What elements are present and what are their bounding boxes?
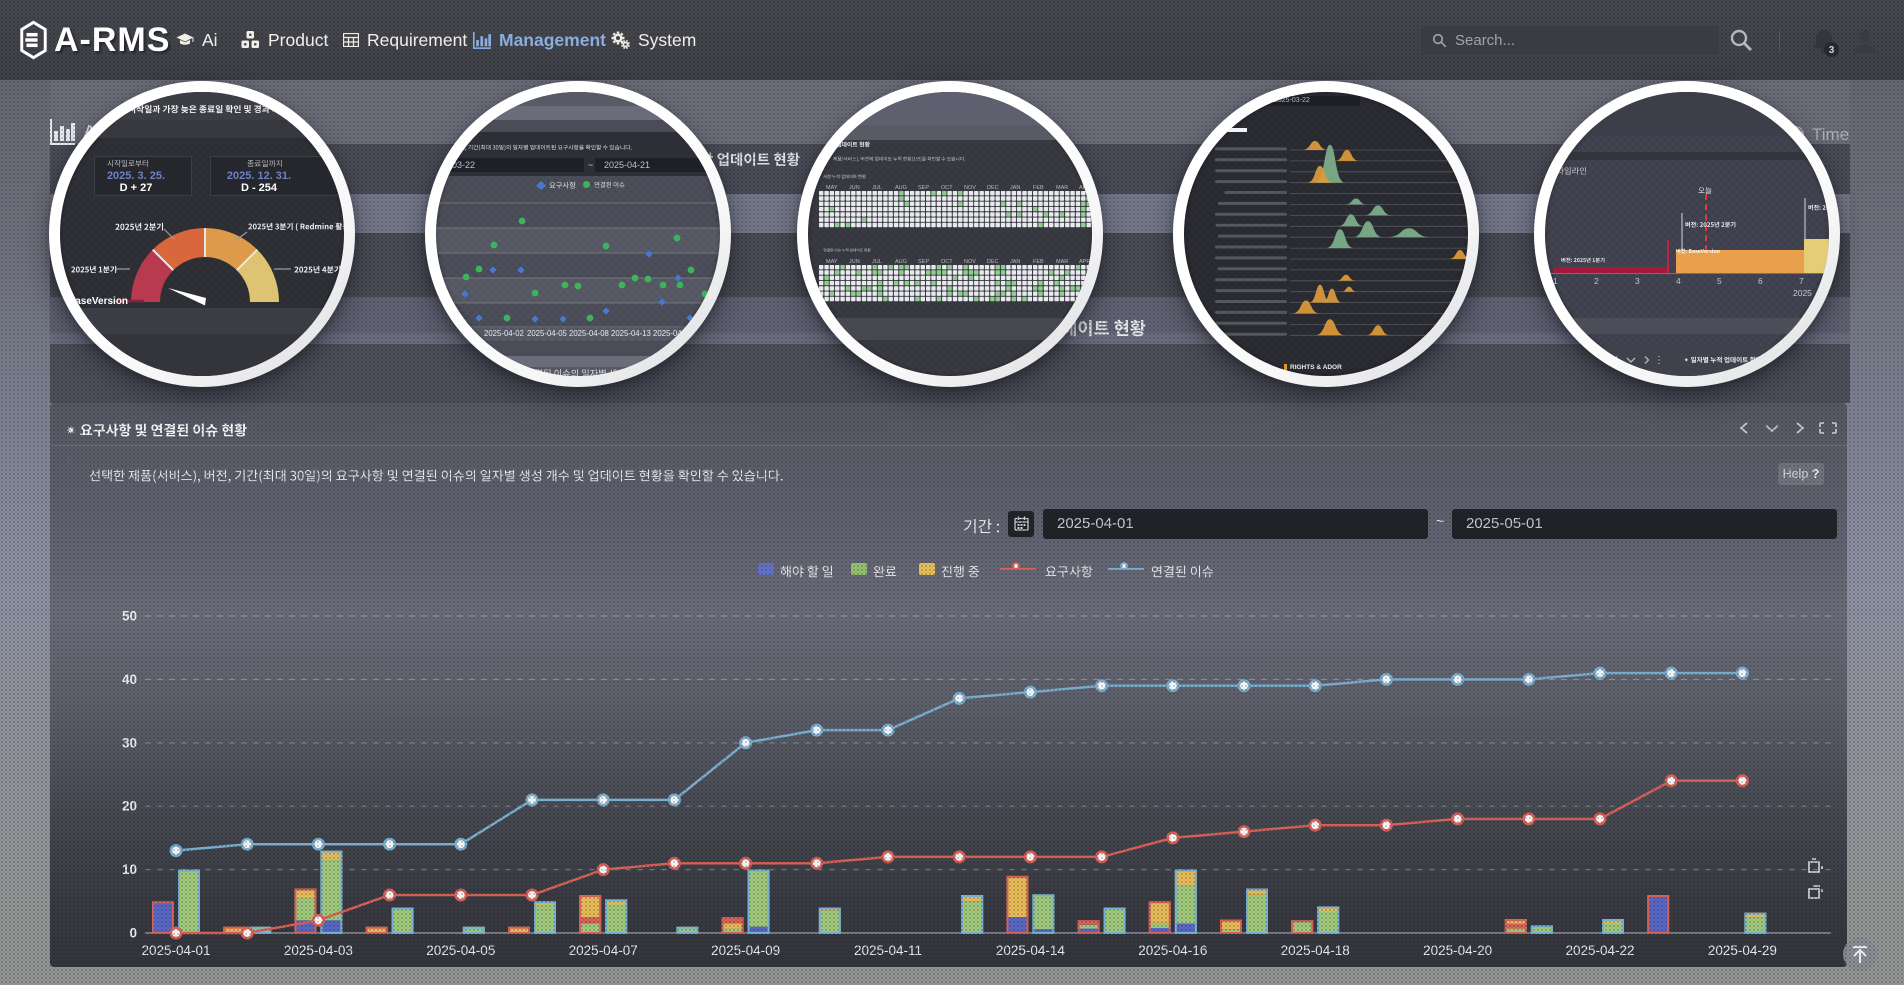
svg-text:MAY: MAY bbox=[826, 185, 838, 191]
svg-text:MAR: MAR bbox=[1056, 185, 1068, 191]
svg-text:JUN: JUN bbox=[849, 259, 860, 265]
svg-text:FEB: FEB bbox=[1033, 185, 1044, 191]
svg-text:OCT: OCT bbox=[941, 185, 953, 191]
svg-text:2025-04-07: 2025-04-07 bbox=[569, 943, 638, 958]
svg-text:2025-04-18: 2025-04-18 bbox=[1281, 943, 1350, 958]
svg-text:JUN: JUN bbox=[849, 185, 860, 191]
svg-text:2025-04-03: 2025-04-03 bbox=[284, 943, 353, 958]
svg-text:50: 50 bbox=[122, 609, 137, 624]
svg-text:JAN: JAN bbox=[1010, 259, 1020, 265]
svg-text:40: 40 bbox=[122, 672, 137, 687]
svg-text:APR: APR bbox=[1079, 259, 1090, 265]
svg-text:2025-04-14: 2025-04-14 bbox=[996, 943, 1066, 958]
svg-text:2025-04-11: 2025-04-11 bbox=[854, 943, 922, 958]
svg-text:AUG: AUG bbox=[895, 259, 907, 265]
svg-text:DEC: DEC bbox=[987, 259, 999, 265]
svg-text:20: 20 bbox=[122, 799, 137, 814]
svg-text:NOV: NOV bbox=[964, 185, 976, 191]
svg-text:OCT: OCT bbox=[941, 259, 953, 265]
svg-text:2025-04-05: 2025-04-05 bbox=[426, 943, 495, 958]
svg-text:2025-04-09: 2025-04-09 bbox=[711, 943, 780, 958]
svg-text:MAR: MAR bbox=[1056, 259, 1068, 265]
svg-text:2025-04-16: 2025-04-16 bbox=[1138, 943, 1207, 958]
svg-text:3: 3 bbox=[1829, 45, 1835, 56]
svg-text:0: 0 bbox=[129, 926, 137, 941]
svg-text:2025-04-20: 2025-04-20 bbox=[1423, 943, 1492, 958]
svg-text:2025-04-22: 2025-04-22 bbox=[1565, 943, 1634, 958]
svg-text:2025-04-01: 2025-04-01 bbox=[141, 943, 210, 958]
svg-text:30: 30 bbox=[122, 735, 137, 750]
svg-text:2025-04-29: 2025-04-29 bbox=[1708, 943, 1777, 958]
svg-text:APR: APR bbox=[1079, 185, 1090, 191]
svg-text:JUL: JUL bbox=[872, 185, 882, 191]
svg-text:JAN: JAN bbox=[1010, 185, 1020, 191]
svg-text:NOV: NOV bbox=[964, 259, 976, 265]
svg-text:FEB: FEB bbox=[1033, 259, 1044, 265]
svg-text:SEP: SEP bbox=[918, 185, 929, 191]
svg-text:JUL: JUL bbox=[872, 259, 882, 265]
svg-text:DEC: DEC bbox=[987, 185, 999, 191]
svg-text:AUG: AUG bbox=[895, 185, 907, 191]
svg-text:SEP: SEP bbox=[918, 259, 929, 265]
svg-text:MAY: MAY bbox=[826, 259, 838, 265]
svg-text:10: 10 bbox=[122, 862, 137, 877]
